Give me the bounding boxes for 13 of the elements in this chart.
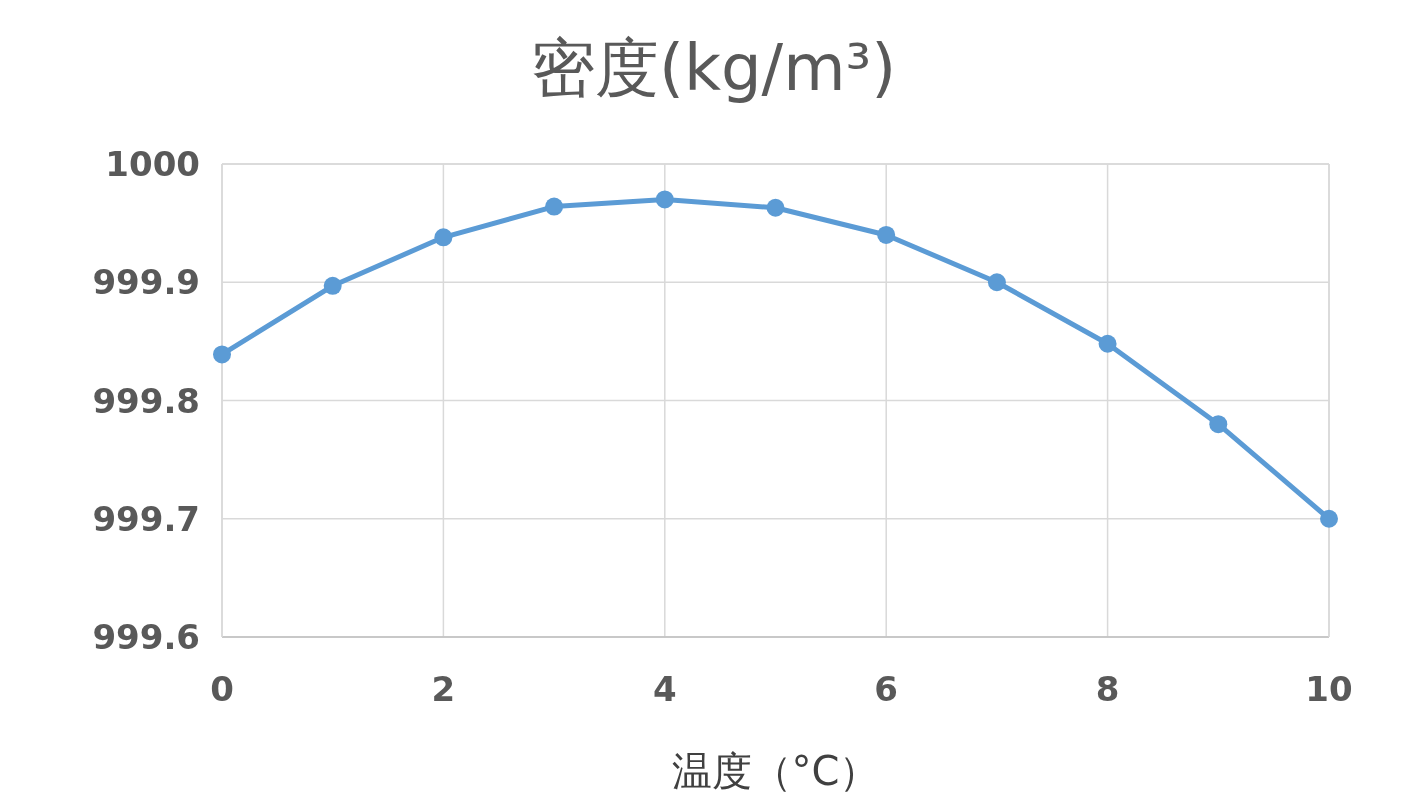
ytick: 999.7 (92, 498, 200, 539)
xtick: 0 (210, 669, 234, 709)
xtick: 8 (1095, 669, 1120, 709)
xtick: 2 (431, 669, 456, 709)
title: 密度(kg/m³) (530, 31, 897, 105)
ytick: 999.6 (92, 617, 200, 657)
ytick: 1000 (105, 144, 200, 184)
xtick: 6 (874, 669, 899, 709)
ytick: 999.8 (92, 380, 200, 421)
xtick: 4 (652, 669, 677, 709)
xtick: 10 (1305, 669, 1353, 709)
ytick: 999.9 (92, 262, 200, 303)
xlabel: 温度（°C） (671, 748, 880, 794)
